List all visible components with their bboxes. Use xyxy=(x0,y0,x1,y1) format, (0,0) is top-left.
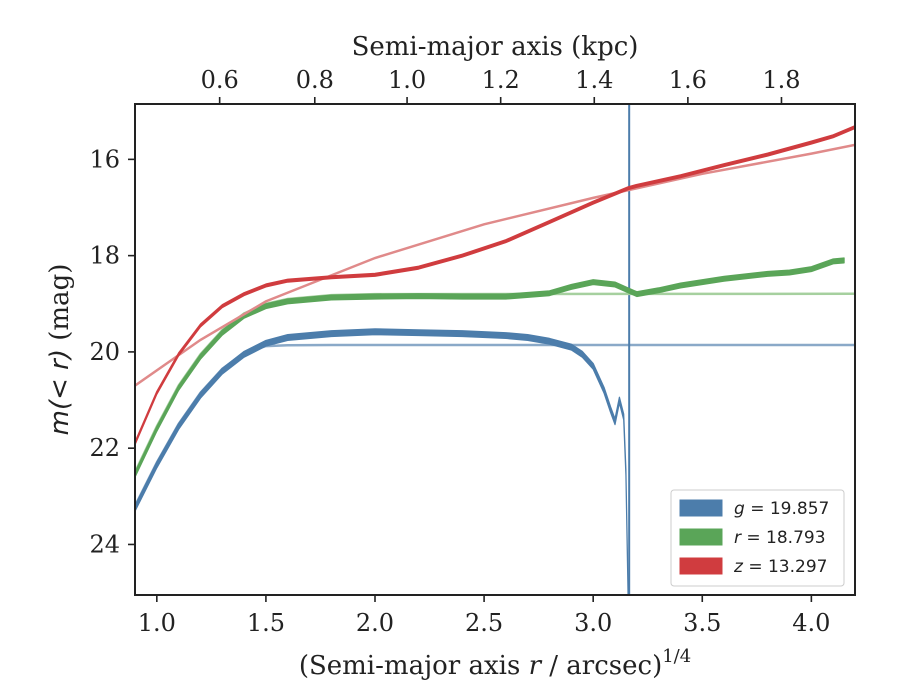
y-tick-label: 22 xyxy=(89,434,120,462)
legend-value: = 13.297 xyxy=(743,557,828,577)
data-layer xyxy=(135,104,855,595)
top-axis-title: Semi-major axis (kpc) xyxy=(352,32,639,62)
top-tick-label: 0.6 xyxy=(201,66,239,94)
x-tick-label: 2.5 xyxy=(465,609,503,637)
x-tick-label: 1.5 xyxy=(247,609,285,637)
plot-frame xyxy=(134,103,856,596)
fit-line-z xyxy=(135,143,855,387)
legend-var: z xyxy=(733,557,744,577)
y-tick-label: 24 xyxy=(89,530,120,558)
legend-swatch-r xyxy=(679,528,723,546)
legend-value: = 18.793 xyxy=(741,528,826,548)
y-axis-title-var: m(< r) xyxy=(45,349,75,435)
legend-label-r: r = 18.793 xyxy=(734,528,826,548)
top-tick-label: 1.0 xyxy=(388,66,426,94)
top-tick-label: 1.8 xyxy=(762,66,800,94)
x-tick-label: 4.0 xyxy=(792,609,830,637)
legend-swatch-g xyxy=(679,499,723,517)
x-tick-label: 3.5 xyxy=(683,609,721,637)
x-axis-title-exponent: 1/4 xyxy=(662,646,691,667)
y-tick-label: 16 xyxy=(89,145,120,173)
legend-var: r xyxy=(734,528,742,548)
data-band-r xyxy=(135,257,845,478)
legend-label-z: z = 13.297 xyxy=(733,557,827,577)
data-band-z xyxy=(135,125,855,446)
top-tick-label: 1.2 xyxy=(482,66,520,94)
legend-value: = 19.857 xyxy=(745,499,830,519)
x-tick-label: 1.0 xyxy=(138,609,176,637)
legend-var: g xyxy=(734,499,745,519)
x-axis-title-suffix: / arcsec) xyxy=(541,651,662,681)
y-tick-label: 20 xyxy=(89,338,120,366)
x-tick-label: 3.0 xyxy=(574,609,612,637)
x-axis-title-var: r xyxy=(529,651,543,681)
y-axis-title: m(< r) (mag) xyxy=(45,264,75,436)
x-axis-title-prefix: (Semi-major axis xyxy=(299,651,529,681)
top-tick-label: 1.4 xyxy=(575,66,613,94)
series-group xyxy=(135,104,855,595)
ticks-layer: 1.0 1.5 2.0 2.5 3.0 3.5 4.0 16 18 20 22 24 0.6 0.8 1.0… xyxy=(89,66,830,637)
legend-label-g: g = 19.857 xyxy=(734,499,829,519)
data-band-g xyxy=(135,328,629,595)
y-axis-title-suffix: (mag) xyxy=(45,264,75,349)
x-axis-title: (Semi-major axis r / arcsec)1/4 xyxy=(299,646,691,681)
fit-line-g xyxy=(135,343,855,507)
top-tick-label: 1.6 xyxy=(669,66,707,94)
legend-swatch-z xyxy=(679,557,723,575)
fit-line-r xyxy=(135,292,855,473)
x-tick-label: 2.0 xyxy=(356,609,394,637)
y-tick-label: 18 xyxy=(89,242,120,270)
top-tick-label: 0.8 xyxy=(296,66,334,94)
